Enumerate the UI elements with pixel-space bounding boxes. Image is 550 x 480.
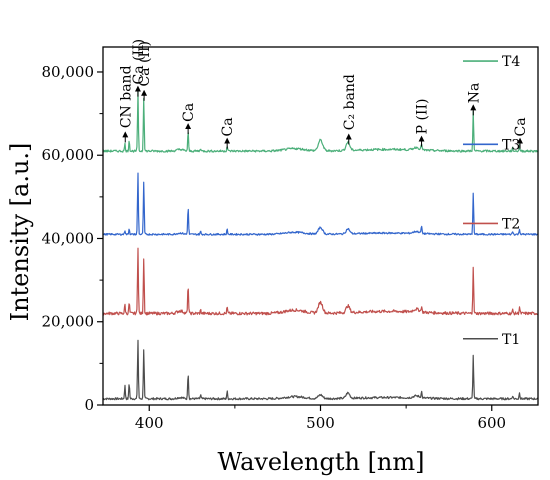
series-line-t4 — [103, 90, 538, 153]
legend-label-t2: T2 — [502, 216, 520, 232]
annotation-label: Na — [466, 83, 482, 104]
y-tick-label: 40,000 — [42, 229, 95, 247]
y-tick-label: 60,000 — [42, 146, 95, 164]
legend-label-t3: T3 — [502, 137, 520, 153]
annotation-label: Ca — [181, 103, 197, 122]
annotation-label: C₂ band — [342, 74, 358, 130]
y-tick-label: 20,000 — [42, 313, 95, 331]
y-tick-label: 0 — [84, 396, 94, 414]
series-line-t3 — [103, 172, 538, 236]
y-axis-title: Intensity [a.u.] — [6, 143, 34, 322]
legend-label-t1: T1 — [502, 332, 520, 348]
annotation-label: P (II) — [415, 99, 431, 135]
legend-label-t4: T4 — [502, 54, 520, 70]
x-tick-label: 600 — [477, 414, 506, 432]
annotation-label: Ca — [220, 117, 236, 136]
series-line-t1 — [103, 339, 538, 401]
annotation-label: Ca (II) — [131, 39, 147, 85]
annotation-label: Ca — [513, 117, 529, 136]
x-axis-title: Wavelength [nm] — [217, 448, 424, 476]
series-layer — [103, 90, 538, 401]
series-line-t2 — [103, 247, 538, 316]
y-tick-label: 80,000 — [42, 63, 95, 81]
annotation-label: Ca (II) — [137, 41, 153, 87]
x-tick-label: 500 — [306, 414, 335, 432]
x-tick-label: 400 — [135, 414, 164, 432]
legend: T1 T2 T3 T4 — [463, 54, 520, 348]
axis-ticks: 400 500 600 0 20,000 40,000 60,000 80,000 — [42, 63, 507, 432]
annotation-label: CN band — [118, 65, 134, 128]
